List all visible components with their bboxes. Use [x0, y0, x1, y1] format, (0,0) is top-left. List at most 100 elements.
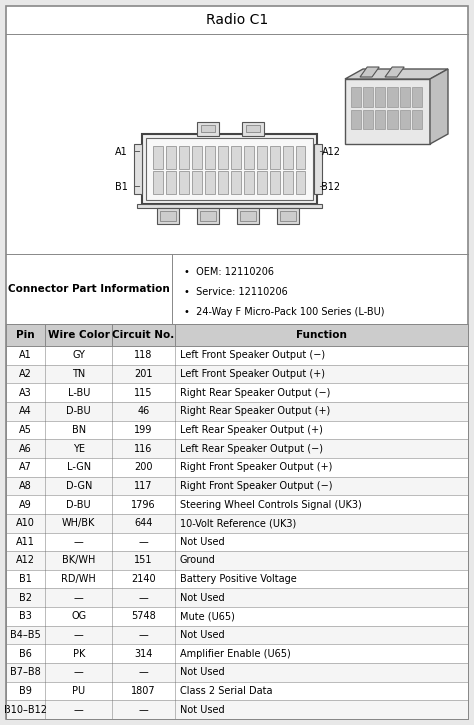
Text: D-GN: D-GN: [65, 481, 92, 491]
Text: 115: 115: [134, 388, 153, 397]
Bar: [6, 346, 468, 365]
Text: B3: B3: [19, 611, 32, 621]
Text: Not Used: Not Used: [180, 668, 224, 677]
Text: B4–B5: B4–B5: [10, 630, 41, 640]
Text: D-BU: D-BU: [66, 500, 91, 510]
Bar: [345, 79, 430, 144]
Bar: [400, 87, 410, 107]
Bar: [270, 171, 280, 194]
Bar: [146, 138, 313, 200]
Text: PU: PU: [72, 686, 85, 696]
Text: B6: B6: [19, 649, 32, 659]
Bar: [6, 551, 468, 570]
Bar: [6, 420, 468, 439]
Bar: [296, 146, 306, 169]
Text: 644: 644: [134, 518, 153, 529]
Text: 2140: 2140: [131, 574, 156, 584]
Text: A6: A6: [19, 444, 32, 454]
Bar: [244, 171, 254, 194]
Bar: [412, 109, 422, 129]
Bar: [6, 645, 468, 663]
Text: Wire Color: Wire Color: [48, 330, 109, 340]
Text: 5748: 5748: [131, 611, 156, 621]
Text: RD/WH: RD/WH: [62, 574, 96, 584]
Bar: [270, 146, 280, 169]
Bar: [351, 87, 361, 107]
Text: 200: 200: [134, 463, 153, 472]
Bar: [388, 109, 398, 129]
Bar: [315, 144, 322, 194]
Polygon shape: [385, 67, 404, 77]
Text: B1: B1: [115, 181, 128, 191]
Text: 1796: 1796: [131, 500, 156, 510]
Text: A7: A7: [19, 463, 32, 472]
Bar: [6, 458, 468, 476]
Bar: [375, 109, 385, 129]
Text: Class 2 Serial Data: Class 2 Serial Data: [180, 686, 272, 696]
Bar: [231, 171, 241, 194]
Text: Left Front Speaker Output (+): Left Front Speaker Output (+): [180, 369, 325, 379]
Bar: [154, 171, 164, 194]
Text: 46: 46: [137, 406, 150, 416]
Bar: [6, 663, 468, 681]
Text: GY: GY: [73, 350, 85, 360]
Text: —: —: [138, 630, 148, 640]
Bar: [192, 171, 202, 194]
Text: Not Used: Not Used: [180, 593, 224, 602]
Text: 118: 118: [134, 350, 153, 360]
Bar: [257, 171, 267, 194]
Bar: [6, 476, 468, 495]
Text: Circuit No.: Circuit No.: [112, 330, 174, 340]
Text: A2: A2: [19, 369, 32, 379]
Text: WH/BK: WH/BK: [62, 518, 95, 529]
Bar: [154, 146, 164, 169]
Bar: [6, 439, 468, 458]
Text: A12: A12: [16, 555, 35, 566]
Bar: [231, 146, 241, 169]
Text: •  24-Way F Micro-Pack 100 Series (L-BU): • 24-Way F Micro-Pack 100 Series (L-BU): [184, 307, 385, 317]
Bar: [6, 384, 468, 402]
Text: 201: 201: [134, 369, 153, 379]
Bar: [218, 146, 228, 169]
Text: A4: A4: [19, 406, 32, 416]
Text: —: —: [138, 705, 148, 715]
Text: B12: B12: [321, 181, 341, 191]
Text: 117: 117: [134, 481, 153, 491]
Text: Amplifier Enable (U65): Amplifier Enable (U65): [180, 649, 291, 659]
Bar: [283, 171, 292, 194]
Text: A11: A11: [16, 536, 35, 547]
Bar: [161, 211, 176, 221]
Text: L-GN: L-GN: [67, 463, 91, 472]
Bar: [244, 146, 254, 169]
Text: Right Rear Speaker Output (+): Right Rear Speaker Output (+): [180, 406, 330, 416]
Polygon shape: [345, 69, 448, 79]
Bar: [283, 146, 292, 169]
Text: PK: PK: [73, 649, 85, 659]
Text: •  OEM: 12110206: • OEM: 12110206: [184, 267, 274, 277]
Bar: [201, 211, 217, 221]
Bar: [166, 171, 176, 194]
Bar: [296, 171, 306, 194]
Text: —: —: [74, 668, 83, 677]
Text: D-BU: D-BU: [66, 406, 91, 416]
Text: Not Used: Not Used: [180, 630, 224, 640]
Bar: [179, 171, 189, 194]
Text: A1: A1: [115, 146, 128, 157]
Bar: [6, 402, 468, 420]
Text: L-BU: L-BU: [68, 388, 90, 397]
Bar: [6, 682, 468, 700]
Text: B2: B2: [19, 593, 32, 602]
Bar: [198, 122, 219, 136]
Text: 1807: 1807: [131, 686, 156, 696]
Bar: [6, 700, 468, 719]
Bar: [6, 607, 468, 626]
Text: YE: YE: [73, 444, 85, 454]
Text: OG: OG: [71, 611, 86, 621]
Text: B1: B1: [19, 574, 32, 584]
Text: —: —: [74, 630, 83, 640]
Bar: [388, 87, 398, 107]
Text: Left Rear Speaker Output (−): Left Rear Speaker Output (−): [180, 444, 323, 454]
Bar: [277, 208, 300, 224]
Bar: [218, 171, 228, 194]
Bar: [257, 146, 267, 169]
